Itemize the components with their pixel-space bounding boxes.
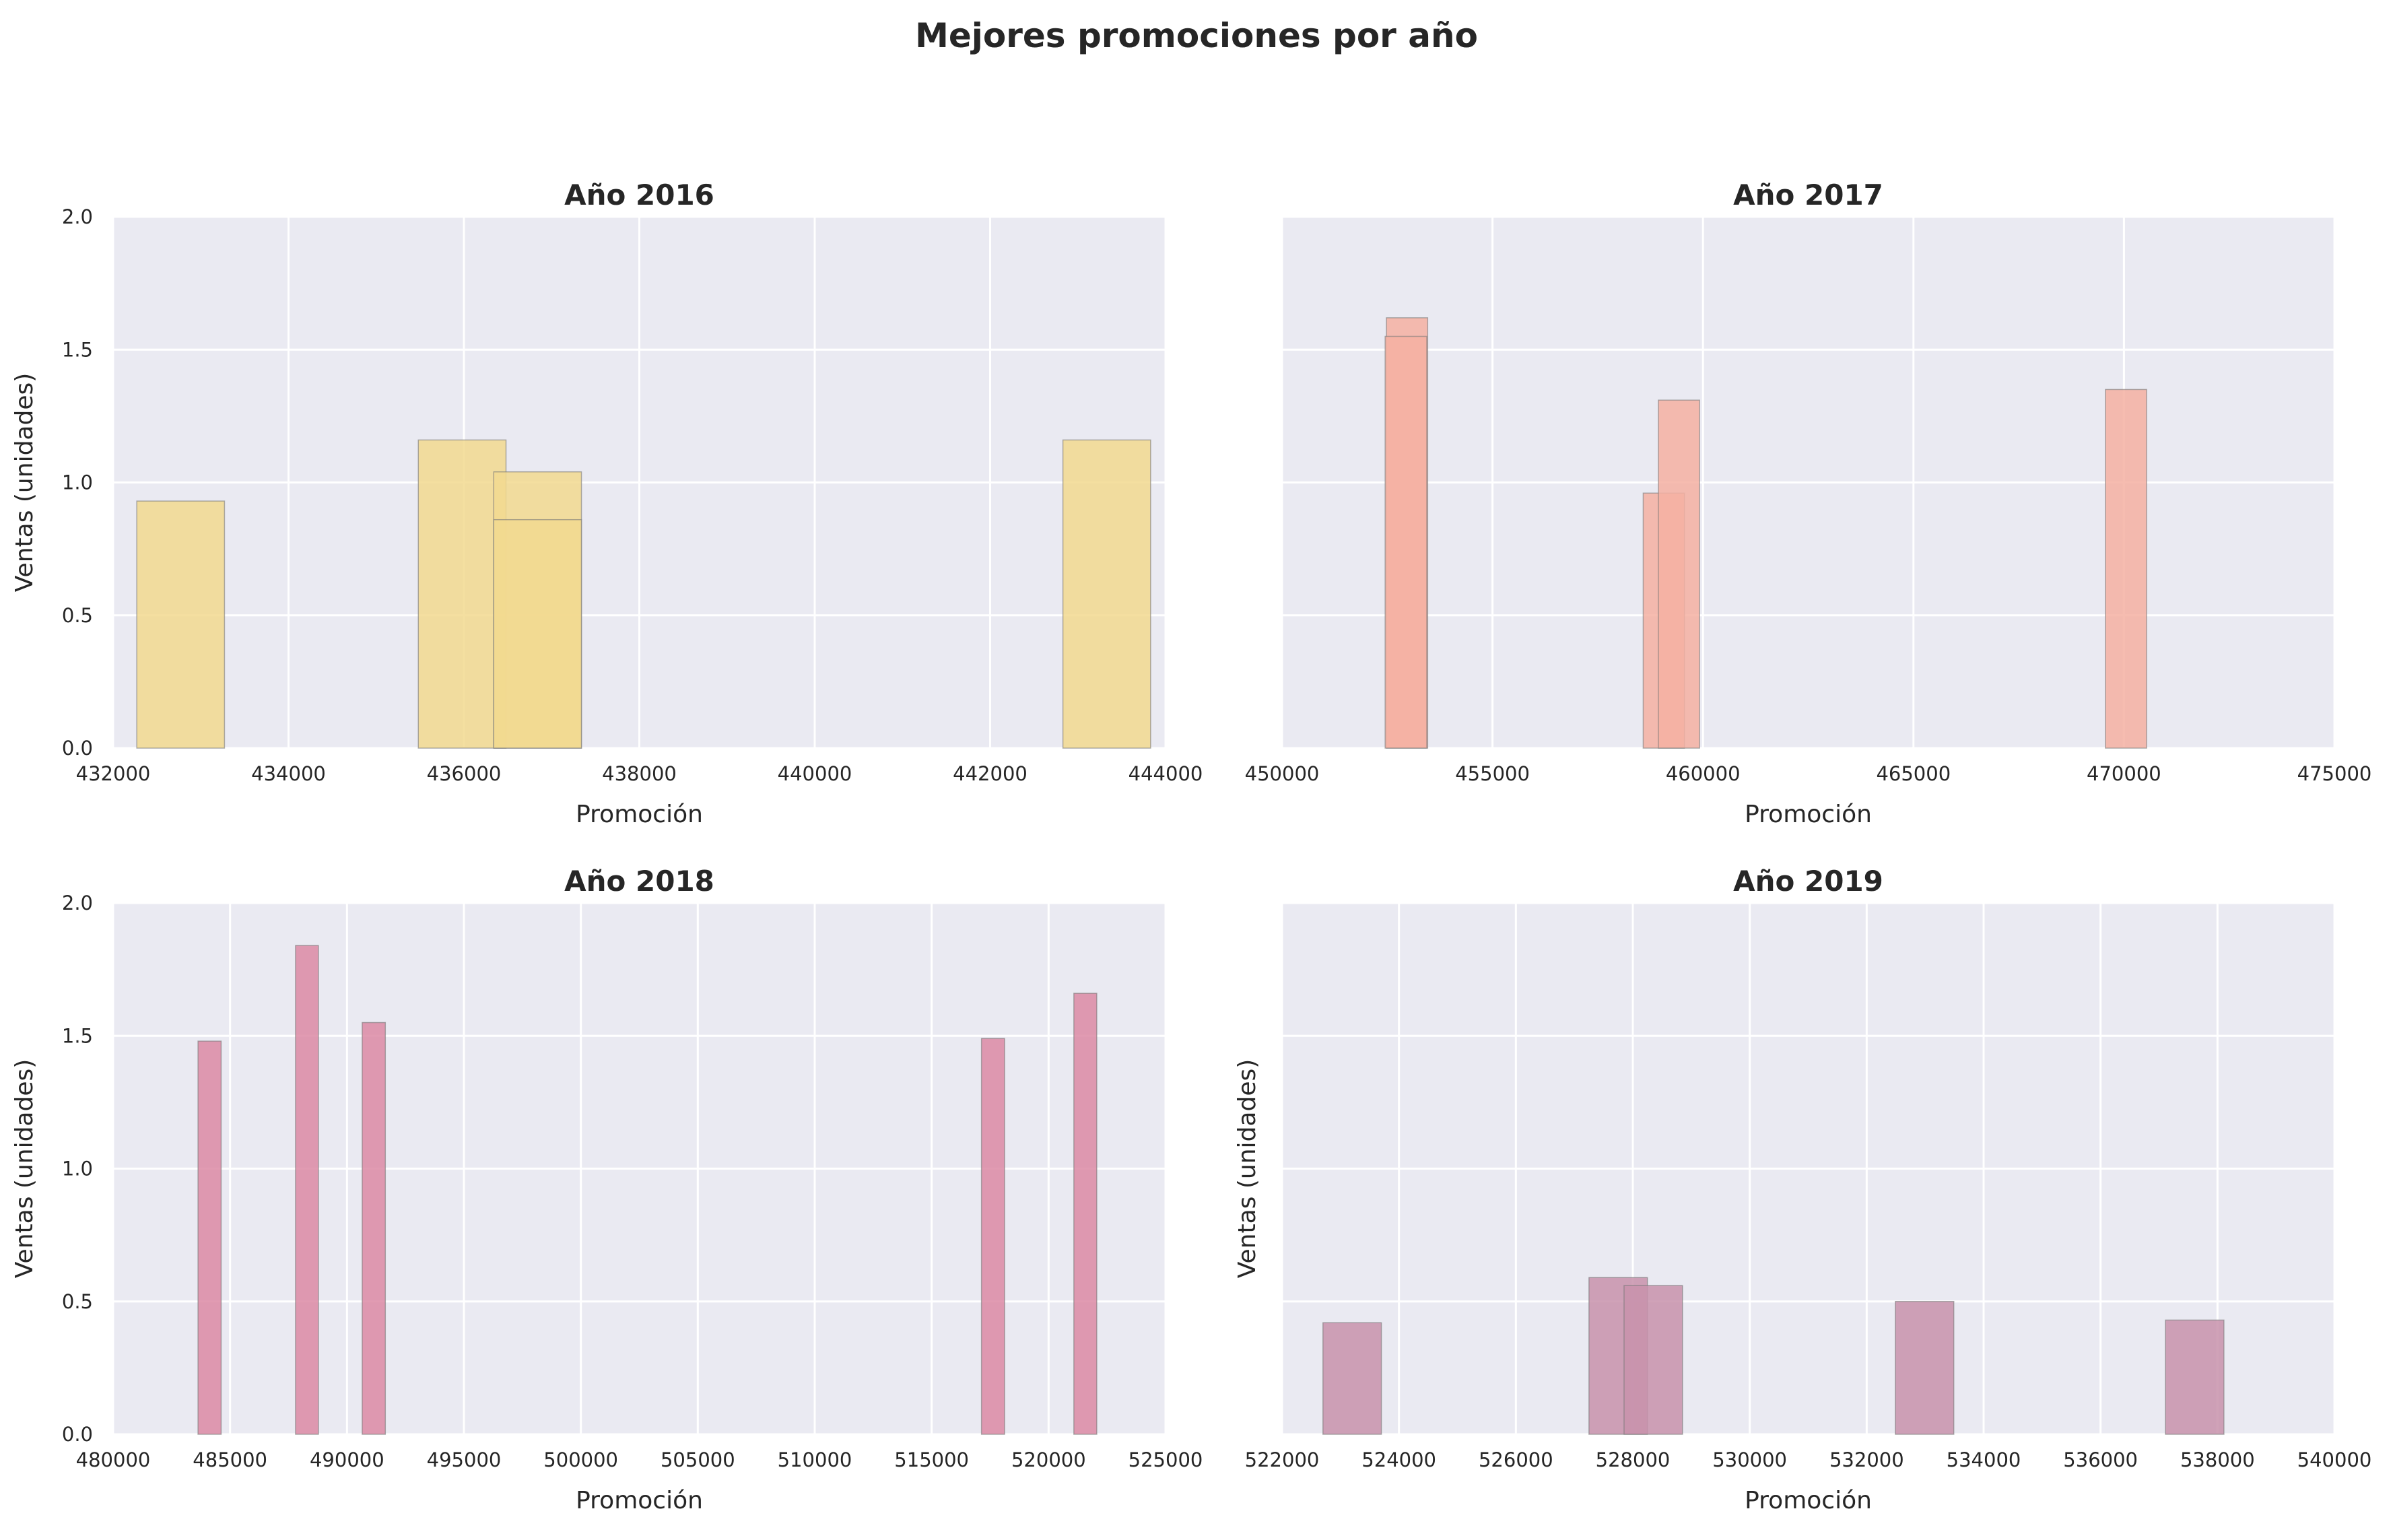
x-tick-label: 444000 — [1128, 762, 1203, 785]
x-tick-label: 515000 — [894, 1448, 969, 1471]
x-tick-label: 538000 — [2180, 1448, 2255, 1471]
x-tick-label: 520000 — [1011, 1448, 1086, 1471]
x-tick-label: 532000 — [1829, 1448, 1904, 1471]
bar — [197, 1040, 222, 1435]
bar — [1623, 1285, 1683, 1435]
y-tick-label: 2.0 — [62, 892, 93, 914]
x-tick-label: 510000 — [778, 1448, 852, 1471]
x-axis-label: Promoción — [576, 801, 703, 828]
y-tick-label: 0.0 — [62, 737, 93, 760]
x-tick-label: 450000 — [1245, 762, 1320, 785]
x-tick-label: 442000 — [953, 762, 1027, 785]
subplot-title: Año 2018 — [564, 865, 714, 898]
y-tick-label: 1.5 — [62, 1024, 93, 1047]
x-tick-label: 490000 — [310, 1448, 384, 1471]
x-tick-label: 525000 — [1128, 1448, 1203, 1471]
x-tick-label: 465000 — [1876, 762, 1951, 785]
x-tick-label: 540000 — [2297, 1448, 2372, 1471]
subplot-1: 432000 434000 436000 438000 440000 442000 4440… — [11, 178, 1203, 828]
y-tick-label: 0.5 — [62, 604, 93, 627]
x-tick-label: 432000 — [76, 762, 151, 785]
bar — [1322, 1322, 1382, 1435]
x-tick-label: 475000 — [2297, 762, 2372, 785]
x-tick-label: 528000 — [1596, 1448, 1671, 1471]
bar — [1384, 335, 1427, 749]
y-tick-label: 1.0 — [62, 1158, 93, 1180]
bar — [1658, 399, 1700, 749]
bar — [295, 945, 319, 1435]
y-axis-label: Ventas (unidades) — [1234, 1059, 1261, 1279]
x-tick-label: 530000 — [1712, 1448, 1787, 1471]
bar — [1895, 1301, 1955, 1435]
y-tick-label: 0.0 — [62, 1423, 93, 1446]
x-tick-label: 500000 — [543, 1448, 618, 1471]
x-tick-label: 440000 — [778, 762, 852, 785]
x-tick-label: 480000 — [76, 1448, 151, 1471]
subplot-title: Año 2019 — [1733, 865, 1883, 898]
y-axis-label: Ventas (unidades) — [11, 1059, 38, 1279]
subplot-3: 480000 485000 490000 495000 500000 505000 5100… — [11, 865, 1203, 1514]
subplot-4: 522000 524000 526000 528000 530000 532000 5340… — [1234, 865, 2371, 1514]
x-axis-label: Promoción — [1745, 1487, 1872, 1514]
x-tick-label: 536000 — [2063, 1448, 2138, 1471]
x-tick-label: 526000 — [1479, 1448, 1553, 1471]
x-tick-label: 485000 — [193, 1448, 267, 1471]
bar — [2165, 1319, 2225, 1435]
x-tick-label: 522000 — [1245, 1448, 1320, 1471]
x-tick-label: 455000 — [1455, 762, 1530, 785]
x-tick-label: 505000 — [661, 1448, 735, 1471]
bar — [1062, 439, 1151, 749]
x-tick-label: 438000 — [602, 762, 677, 785]
x-tick-label: 534000 — [1947, 1448, 2021, 1471]
x-tick-label: 470000 — [2087, 762, 2161, 785]
y-tick-label: 1.0 — [62, 471, 93, 494]
bar — [493, 518, 582, 749]
y-tick-label: 1.5 — [62, 338, 93, 361]
x-axis-label: Promoción — [576, 1487, 703, 1514]
y-tick-label: 2.0 — [62, 205, 93, 228]
subplot-2: 450000 455000 460000 465000 470000 475000 Año … — [1245, 178, 2372, 828]
bar — [1073, 993, 1098, 1435]
y-axis-label: Ventas (unidades) — [11, 373, 38, 593]
bar — [362, 1022, 386, 1435]
x-tick-label: 495000 — [427, 1448, 502, 1471]
subplot-title: Año 2017 — [1733, 178, 1883, 211]
x-axis-label: Promoción — [1745, 801, 1872, 828]
bar — [2105, 389, 2147, 749]
x-tick-label: 436000 — [427, 762, 502, 785]
x-tick-label: 524000 — [1361, 1448, 1436, 1471]
figure-title: Mejores promociones por año — [915, 16, 1478, 55]
bar — [417, 439, 507, 749]
bar — [980, 1038, 1005, 1435]
x-tick-label: 460000 — [1666, 762, 1741, 785]
subplot-title: Año 2016 — [564, 178, 714, 211]
x-tick-label: 434000 — [251, 762, 326, 785]
y-tick-label: 0.5 — [62, 1290, 93, 1313]
bar — [136, 500, 226, 749]
